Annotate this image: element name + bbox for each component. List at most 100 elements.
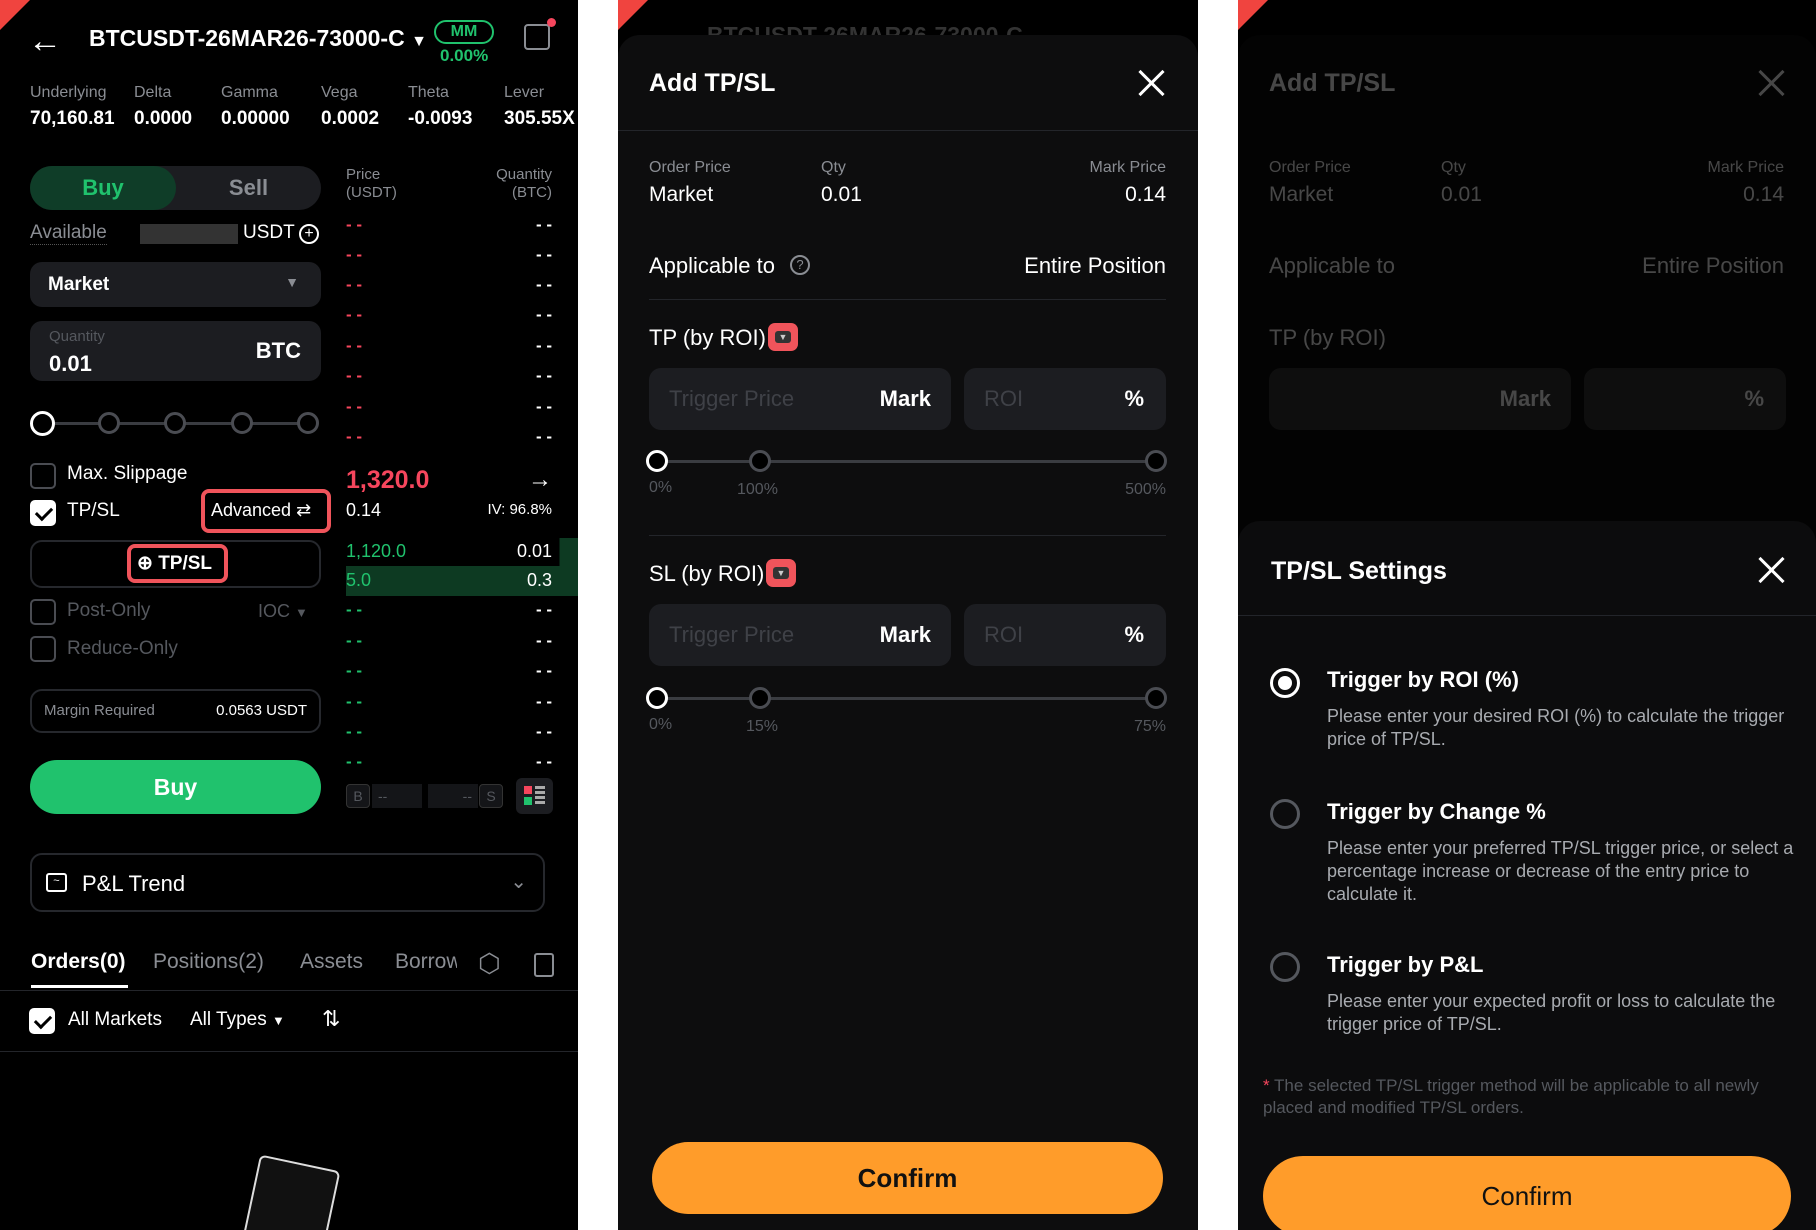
book-row-empty[interactable]: - -- - [346,631,552,653]
radio-trigger-pnl[interactable] [1270,952,1300,982]
tab-positions[interactable]: Positions(2) [153,950,264,973]
mark-price-value: 0.14 [1125,183,1166,206]
buy-button[interactable]: Buy [30,760,321,814]
book-row-empty[interactable]: - -- - [346,661,552,683]
book-row-empty[interactable]: - -- - [346,752,552,774]
stat-value: 0.00000 [221,108,290,129]
empty-price: - - [346,336,363,355]
book-row-empty[interactable]: - -- - [346,215,552,237]
quantity-input[interactable]: Quantity 0.01 BTC [30,321,321,381]
ioc-label: IOC [258,601,291,621]
book-row-empty[interactable]: - -- - [346,275,552,297]
empty-qty: - - [535,215,552,234]
caret-down-icon: ▼ [775,331,791,343]
post-only-checkbox[interactable] [30,599,56,625]
option-title[interactable]: Trigger by ROI (%) [1327,667,1519,692]
book-row-empty[interactable]: - -- - [346,336,552,358]
corner-marker [618,0,648,30]
close-icon[interactable] [1136,68,1166,98]
dim-value: Entire Position [1642,253,1784,278]
tp-roi-input[interactable]: ROI % [964,368,1166,430]
all-types-select[interactable]: All Types ▼ [190,1009,285,1031]
max-slippage-checkbox[interactable] [30,463,56,489]
margin-label: Margin Required [44,702,155,719]
sl-roi-input[interactable]: ROI % [964,604,1166,666]
trend-chart-icon: ~ [46,873,67,892]
book-row-empty[interactable]: - -- - [346,427,552,449]
mark-selector[interactable]: Mark [879,386,931,411]
mark-selector[interactable]: Mark [879,622,931,647]
settings-hexagon-icon[interactable]: ⬡ [478,948,501,978]
transfer-plus-icon[interactable]: + [299,224,319,244]
radio-trigger-roi[interactable] [1270,668,1300,698]
ioc-select[interactable]: IOC ▼ [258,601,308,622]
sl-mode-dropdown[interactable]: ▼ [766,559,796,587]
close-icon[interactable] [1756,555,1786,585]
symbol-title[interactable]: BTCUSDT-26MAR26-73000-C ▼ [89,25,427,52]
tpsl-checkbox[interactable] [30,500,56,526]
chevron-down-icon: ⌄ [510,871,527,893]
last-price[interactable]: 1,320.0 [346,466,430,494]
empty-qty: - - [535,752,552,771]
tab-borrow[interactable]: Borrow [395,950,457,973]
stat-value: 305.55X [504,108,575,129]
dim-input: % [1584,368,1786,430]
dim-pct: % [1744,386,1764,411]
book-row-empty[interactable]: - -- - [346,722,552,744]
buy-tab[interactable]: Buy [30,166,176,210]
sell-tab[interactable]: Sell [228,175,269,200]
book-row-empty[interactable]: - -- - [346,600,552,622]
option-title[interactable]: Trigger by P&L [1327,952,1484,977]
tab-assets[interactable]: Assets [300,950,364,973]
bid-row[interactable]: 5.0 0.3 [346,566,578,596]
help-icon[interactable]: ? [790,255,810,275]
dim-input: Mark [1269,368,1571,430]
confirm-button[interactable]: Confirm [1263,1156,1791,1230]
arrow-right-icon[interactable]: → [528,466,552,493]
side-toggle: Buy Sell [30,166,321,210]
chart-icon[interactable] [524,18,556,50]
placeholder: ROI [984,386,1024,411]
book-layout-icon[interactable] [516,778,553,814]
tpsl-settings-sheet: TP/SL Settings Trigger by ROI (%) Please… [1238,521,1816,1230]
confirm-button[interactable]: Confirm [652,1142,1163,1214]
dim-label: Applicable to [1269,253,1395,278]
mark-price: 0.14 [346,500,382,520]
sl-trigger-price-input[interactable]: Trigger Price Mark [649,604,951,666]
book-row-empty[interactable]: - -- - [346,305,552,327]
radio-trigger-change[interactable] [1270,799,1300,829]
margin-required-box: Margin Required 0.0563 USDT [30,689,321,733]
all-types-label: All Types [190,1009,267,1030]
pnl-trend-dropdown[interactable]: ~ P&L Trend ⌄ [30,853,545,912]
slider-tick: 500% [1125,481,1166,498]
order-history-icon[interactable] [534,953,554,977]
mm-badge[interactable]: MM [434,20,494,44]
applicable-value: Entire Position [1024,253,1166,278]
bid-row[interactable]: 1,120.0 0.01 [346,538,578,566]
add-tpsl-button[interactable]: ⊕ TP/SL [137,552,212,575]
advanced-button[interactable]: Advanced ⇄ [211,500,311,521]
book-row-empty[interactable]: - -- - [346,397,552,419]
order-type-select[interactable]: Market ▼ [30,262,321,307]
sort-icon[interactable]: ⇅ [322,1006,341,1031]
tp-mode-dropdown[interactable]: ▼ [768,323,798,351]
dim-value: Market [1269,183,1334,206]
book-row-empty[interactable]: - -- - [346,366,552,388]
back-arrow-icon[interactable]: ← [28,22,62,60]
reduce-only-checkbox[interactable] [30,636,56,662]
option-title[interactable]: Trigger by Change % [1327,799,1546,824]
empty-price: - - [346,600,363,619]
dim-label: TP (by ROI) [1269,325,1386,350]
bid-qty: 0.01 [516,541,552,561]
stat-value: -0.0093 [408,108,473,129]
book-row-empty[interactable]: - -- - [346,692,552,714]
all-markets-checkbox[interactable] [29,1008,55,1034]
placeholder: Trigger Price [669,622,795,647]
add-tpsl-highlight [127,544,228,583]
tab-orders[interactable]: Orders(0) [31,950,126,973]
b-label: B [346,784,370,808]
book-row-empty[interactable]: - -- - [346,245,552,267]
tp-trigger-price-input[interactable]: Trigger Price Mark [649,368,951,430]
plus-circle-icon: ⊕ [137,553,153,574]
empty-qty: - - [535,397,552,416]
